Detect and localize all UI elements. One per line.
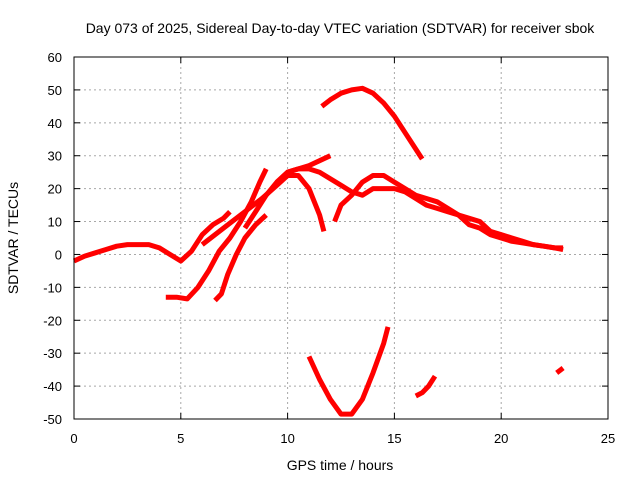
y-tick-label: -50 [43, 412, 62, 427]
x-axis-label: GPS time / hours [287, 457, 394, 473]
y-tick-label: -10 [43, 280, 62, 295]
x-tick-label: 0 [70, 431, 77, 446]
y-tick-label: 60 [48, 50, 62, 65]
chart-title: Day 073 of 2025, Sidereal Day-to-day VTE… [86, 20, 596, 36]
series-arc-10 [414, 374, 438, 399]
y-tick-label: -40 [43, 379, 62, 394]
grid-lines [74, 57, 608, 419]
y-tick-label: 20 [48, 182, 62, 197]
x-tick-label: 5 [177, 431, 184, 446]
series-arc-1 [72, 209, 232, 264]
y-tick-label: 30 [48, 149, 62, 164]
x-tick-label: 25 [601, 431, 615, 446]
series-arc-8 [320, 85, 425, 161]
x-tick-label: 20 [494, 431, 508, 446]
y-tick-label: -20 [43, 313, 62, 328]
y-tick-label: 0 [55, 247, 62, 262]
y-tick-label: -30 [43, 346, 62, 361]
series-arc-2 [165, 167, 269, 302]
y-axis-label: SDTVAR / TECUs [5, 182, 21, 294]
y-tick-label: 40 [48, 116, 62, 131]
x-tick-label: 15 [387, 431, 401, 446]
plot-frame [73, 56, 609, 420]
series-arc-11 [555, 366, 565, 375]
y-tick-label: 10 [48, 215, 62, 230]
axis-ticks: 0 5 10 15 20 25 -50 -40 -30 -20 -10 0 10 20 30 40 50 60 [43, 50, 615, 446]
series-arc-9 [306, 326, 391, 417]
y-tick-label: 50 [48, 83, 62, 98]
series-arc-7 [332, 173, 564, 252]
data-series [72, 85, 565, 417]
x-tick-label: 10 [280, 431, 294, 446]
series-arc-3 [213, 213, 268, 303]
